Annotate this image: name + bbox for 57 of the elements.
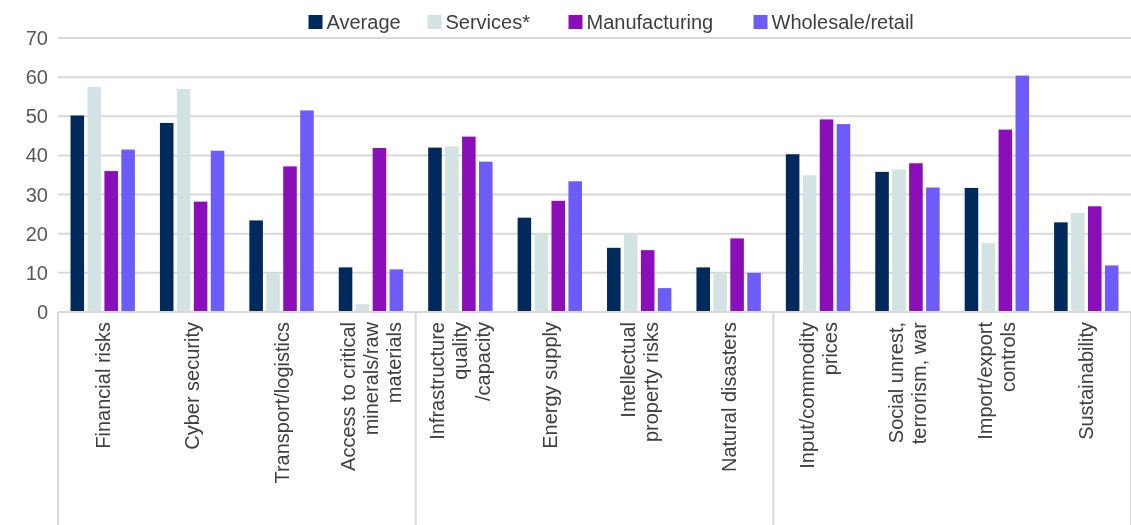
bar [998, 129, 1013, 312]
bar [730, 238, 744, 312]
bar [747, 272, 761, 312]
y-tick-label: 40 [25, 144, 48, 167]
bar [1054, 222, 1068, 312]
y-tick-label: 50 [25, 105, 48, 128]
bar [1015, 75, 1030, 312]
x-tick-label: Financial risks [91, 322, 114, 449]
y-tick-label: 0 [36, 301, 48, 323]
bar [159, 122, 174, 312]
bar [657, 288, 672, 312]
y-tick-label: 20 [25, 222, 48, 245]
bar [193, 201, 208, 312]
legend-label: Wholesale/retail [771, 11, 914, 33]
legend-label: Services* [445, 11, 531, 33]
bar [428, 147, 442, 312]
bar [909, 163, 923, 312]
bar [121, 149, 135, 312]
bar [875, 171, 889, 312]
bar [926, 187, 940, 312]
bar [479, 161, 493, 312]
y-tick-label: 30 [25, 183, 48, 206]
legend-label: Manufacturing [586, 11, 714, 33]
bar [249, 220, 263, 312]
bar [836, 124, 851, 312]
y-tick-label: 60 [25, 66, 48, 89]
bar [372, 147, 387, 312]
bar [210, 150, 225, 312]
x-tick-label: Access to critical minerals/raw materials [336, 321, 405, 471]
bar [1087, 206, 1102, 312]
bar [696, 267, 710, 312]
bar [964, 187, 979, 312]
legend-label: Average [326, 11, 401, 33]
x-tick-label: Intellectual property risks [616, 322, 662, 443]
x-tick-label: Natural disasters [717, 322, 740, 473]
bar [70, 115, 85, 312]
x-tick-label: Energy supply [538, 322, 561, 449]
bar [568, 181, 582, 312]
bar [640, 250, 655, 312]
y-tick-label: 10 [25, 261, 48, 284]
x-tick-label: Sustainability [1075, 322, 1098, 440]
bar [338, 267, 353, 312]
y-tick-label: 70 [25, 27, 48, 49]
x-tick-label: Cyber security [181, 322, 204, 450]
bar [1104, 265, 1119, 312]
bar [517, 217, 532, 312]
bar [819, 119, 834, 312]
x-tick-label: Transport/logistics [270, 322, 293, 484]
bar [283, 166, 297, 312]
bar [300, 110, 314, 312]
bar [462, 136, 476, 312]
bar [104, 171, 118, 312]
x-tick-label: Input/commodity prices [795, 322, 841, 469]
bar [607, 247, 621, 312]
bar [389, 269, 404, 312]
bar [785, 154, 800, 312]
bar [551, 200, 566, 312]
